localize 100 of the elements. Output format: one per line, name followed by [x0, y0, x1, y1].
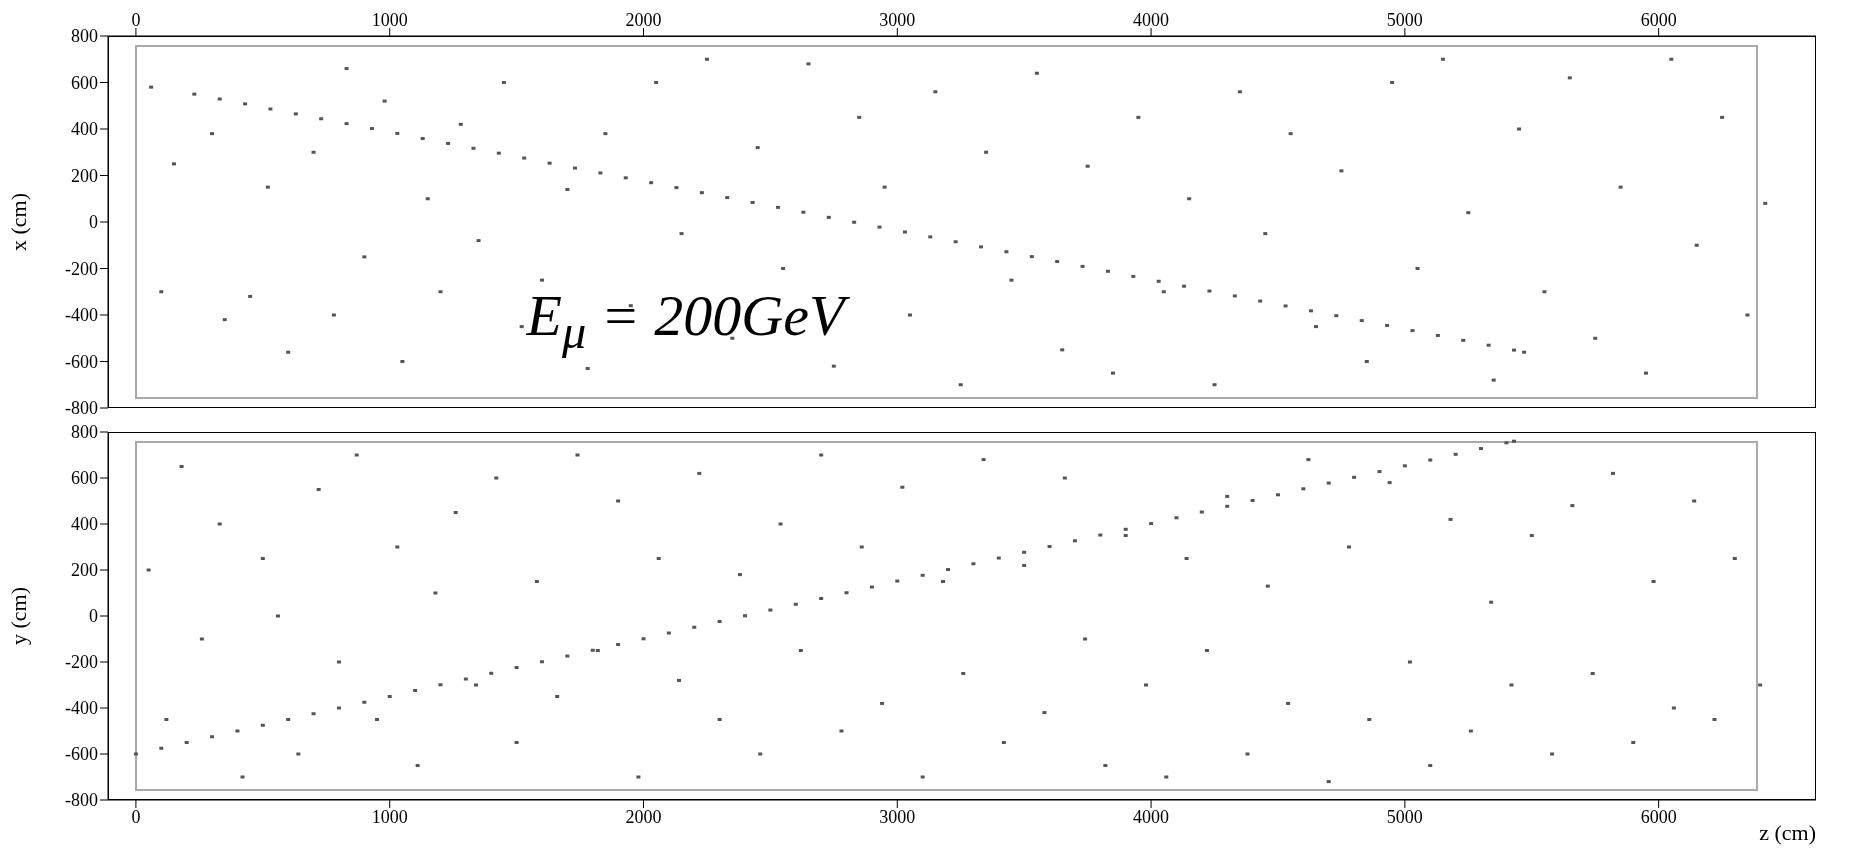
point — [235, 729, 240, 733]
point — [717, 620, 722, 624]
point — [920, 573, 925, 577]
point — [1461, 338, 1466, 342]
y-tick-label: 200 — [71, 560, 98, 581]
point — [1055, 260, 1060, 264]
point — [1326, 481, 1331, 485]
point — [598, 171, 603, 175]
x-tick-label: 2000 — [625, 806, 662, 827]
point — [1182, 284, 1187, 288]
point — [996, 556, 1001, 560]
point — [210, 735, 215, 739]
point — [641, 637, 646, 641]
point — [928, 235, 933, 239]
x-axis-title: z (cm) — [1759, 820, 1816, 846]
point — [692, 625, 697, 629]
point — [623, 176, 628, 180]
point — [496, 151, 501, 155]
y-axis-title: x (cm) — [5, 192, 31, 252]
y-tick-label: -400 — [65, 698, 98, 719]
point — [387, 695, 392, 698]
point — [1511, 348, 1516, 352]
point — [819, 597, 824, 601]
point — [616, 643, 621, 647]
point — [946, 568, 951, 572]
y-tick-label: -200 — [65, 652, 98, 673]
point — [1072, 539, 1077, 543]
point — [1511, 439, 1516, 443]
y-tick-label: 0 — [89, 606, 98, 627]
x-tick-label: 4000 — [1133, 806, 1170, 827]
point — [1377, 470, 1382, 474]
point — [750, 200, 755, 204]
point — [1352, 475, 1357, 479]
point — [293, 112, 298, 116]
point — [547, 161, 552, 165]
point — [793, 602, 798, 606]
point — [1522, 350, 1527, 354]
point — [192, 92, 197, 96]
point — [1207, 289, 1212, 293]
point — [362, 700, 367, 704]
point — [1283, 304, 1288, 308]
point — [768, 608, 773, 612]
y-tick-label: 400 — [71, 119, 98, 140]
point — [666, 631, 671, 635]
point — [877, 225, 882, 229]
point — [1199, 510, 1204, 514]
point — [1232, 294, 1237, 298]
point — [286, 718, 291, 721]
point — [699, 191, 704, 195]
point — [268, 107, 273, 111]
point — [319, 117, 324, 121]
point — [743, 614, 748, 618]
point — [344, 122, 349, 126]
point — [420, 137, 425, 141]
x-tick-label: 1000 — [371, 806, 408, 827]
point — [1334, 314, 1339, 318]
point — [1047, 545, 1052, 549]
point — [1504, 441, 1509, 445]
point — [1275, 493, 1280, 497]
point — [471, 146, 476, 150]
point — [539, 660, 544, 664]
point — [649, 181, 654, 185]
point — [336, 706, 341, 710]
point — [1385, 323, 1390, 327]
x-tick-label: 4000 — [1133, 10, 1170, 30]
y-tick-label: 600 — [71, 72, 98, 93]
point — [826, 215, 831, 219]
point — [1359, 319, 1364, 323]
point — [369, 127, 374, 131]
point — [979, 245, 984, 249]
y-tick-label: -600 — [65, 744, 98, 765]
y-tick-label: 800 — [71, 26, 98, 47]
point — [1098, 533, 1103, 537]
point — [895, 579, 900, 583]
point — [413, 689, 418, 693]
point — [1123, 527, 1128, 531]
point — [1453, 452, 1458, 456]
point — [1029, 255, 1034, 259]
point — [902, 230, 907, 234]
point — [1149, 522, 1154, 526]
point — [514, 666, 519, 670]
point — [852, 220, 857, 224]
y-tick-label: -200 — [65, 258, 98, 279]
y-tick-label: 400 — [71, 514, 98, 535]
point — [776, 205, 780, 209]
point — [1105, 269, 1110, 273]
point — [159, 746, 164, 750]
point — [260, 723, 265, 727]
point — [133, 752, 138, 756]
point — [869, 585, 874, 589]
point — [725, 196, 730, 200]
point — [1131, 274, 1136, 278]
point — [1258, 299, 1263, 303]
x-tick-label: 5000 — [1386, 10, 1423, 30]
point — [1004, 250, 1009, 254]
point — [1174, 516, 1179, 520]
point — [522, 156, 527, 160]
point — [184, 741, 189, 744]
point — [844, 591, 849, 595]
x-tick-label: 6000 — [1640, 10, 1677, 30]
